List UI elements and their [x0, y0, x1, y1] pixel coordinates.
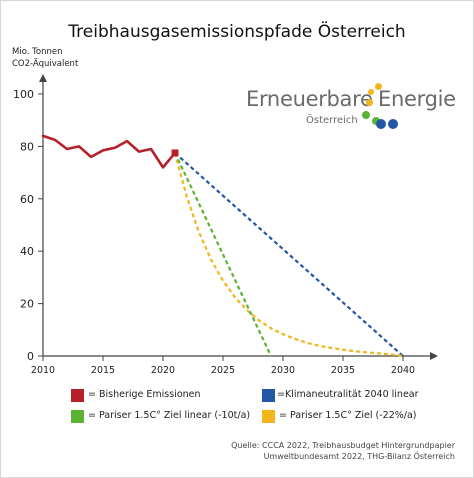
y-tick-label: 0: [27, 350, 34, 363]
y-tick-label: 80: [20, 140, 34, 153]
logo-word-1: Erneuerbare: [246, 87, 373, 111]
chart-title: Treibhausgasemissionspfade Österreich: [68, 22, 406, 42]
y-tick-label: 20: [20, 298, 34, 311]
y-tick-label: 60: [20, 193, 34, 206]
y-tick-label: 40: [20, 245, 34, 258]
x-tick-label: 2020: [151, 365, 175, 376]
x-tick-label: 2030: [271, 365, 295, 376]
logo-dot: [375, 83, 382, 90]
x-tick-label: 2040: [391, 365, 415, 376]
series-marker-historical: [171, 149, 179, 157]
source-line-1: Quelle: CCCA 2022, Treibhausbudget Hinte…: [231, 441, 455, 450]
series-line-paris-linear: [174, 152, 272, 357]
y-axis-arrow: [39, 74, 47, 82]
series-line-historical: [41, 134, 177, 169]
series-line-paris-percent: [173, 152, 404, 358]
logo-dot: [362, 111, 370, 119]
y-axis-unit-line-1: Mio. Tonnen: [12, 47, 63, 57]
logo-dot: [376, 119, 386, 129]
logo: Erneuerbare Energie Österreich: [246, 83, 456, 135]
series-line-linear-neutral: [174, 152, 404, 357]
y-tick-label: 100: [13, 88, 34, 101]
logo-word-2: Energie: [378, 87, 456, 111]
logo-subtitle: Österreich: [306, 115, 358, 126]
source-line-2: Umweltbundesamt 2022, THG-Bilanz Österre…: [263, 452, 455, 461]
x-tick-label: 2025: [211, 365, 235, 376]
x-tick-label: 2035: [331, 365, 355, 376]
x-tick-label: 2015: [91, 365, 115, 376]
logo-dot: [368, 89, 374, 95]
x-tick-label: 2010: [31, 365, 55, 376]
logo-dot: [388, 119, 398, 129]
logo-dot: [366, 99, 373, 106]
x-axis-arrow: [430, 352, 438, 360]
y-axis-unit-line-2: CO2-Äquivalent: [12, 59, 79, 69]
